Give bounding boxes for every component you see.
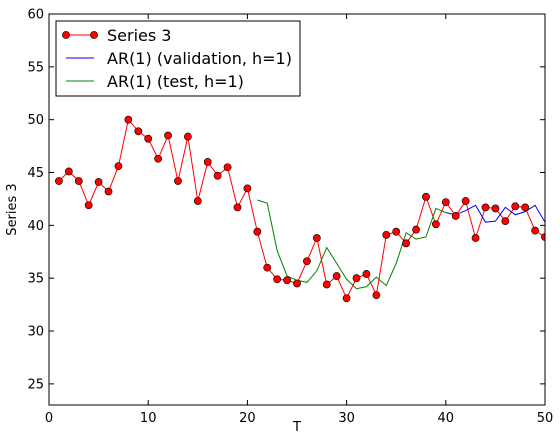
x-tick-label: 0: [45, 411, 53, 426]
legend-entry-label: AR(1) (test, h=1): [107, 72, 244, 91]
plot-area: 0 10 20 30 40 50 25 30 35 40 45 50 55 60: [27, 8, 553, 427]
data-point: [332, 272, 341, 280]
data-point: [183, 132, 192, 141]
legend: Series 3 AR(1) (validation, h=1) AR(1) (te…: [55, 20, 301, 97]
data-point: [471, 234, 480, 242]
series-line-2: [445, 204, 545, 223]
x-tick-label: 10: [140, 411, 157, 426]
data-point: [481, 203, 490, 212]
data-point: [253, 227, 262, 236]
data-point: [382, 230, 391, 239]
data-point: [451, 211, 460, 220]
data-point: [293, 279, 301, 288]
data-point: [392, 227, 401, 236]
data-point: [273, 275, 282, 284]
data-point: [55, 177, 63, 185]
data-point: [461, 197, 470, 205]
data-point: [223, 163, 232, 172]
data-point: [233, 203, 242, 212]
data-point: [531, 226, 539, 235]
x-axis-label: T: [292, 420, 301, 435]
data-point: [144, 134, 153, 143]
data-point: [541, 233, 545, 241]
data-point: [74, 177, 83, 185]
data-point: [243, 184, 252, 193]
y-axis-label: Series 3: [5, 183, 20, 235]
data-point: [511, 202, 520, 211]
series-line-3: [257, 199, 446, 290]
data-point: [322, 280, 331, 289]
x-tick-label: 50: [537, 411, 554, 426]
data-point: [501, 217, 510, 226]
y-tick-label: 40: [27, 219, 44, 234]
y-tick-label: 30: [27, 325, 44, 340]
data-point: [263, 263, 272, 272]
x-tick-label: 40: [438, 411, 455, 426]
series-line-1: [58, 118, 545, 300]
data-point: [64, 167, 73, 176]
data-point: [312, 234, 321, 242]
data-point: [134, 127, 143, 136]
data-point: [94, 178, 103, 186]
data-point: [104, 187, 113, 196]
y-tick-label: 50: [27, 113, 44, 128]
y-tick-label: 60: [27, 8, 44, 23]
data-point: [174, 177, 182, 185]
y-tick-label: 25: [27, 377, 44, 392]
y-tick-label: 35: [27, 272, 44, 287]
data-point: [342, 294, 351, 303]
x-tick-label: 30: [338, 411, 355, 426]
data-point: [303, 257, 311, 266]
plot-frame: [48, 13, 546, 406]
data-point: [362, 270, 371, 278]
data-point: [431, 220, 440, 229]
data-point: [114, 162, 123, 171]
legend-entry-label: Series 3: [107, 26, 171, 45]
legend-entry-label: AR(1) (validation, h=1): [107, 49, 292, 68]
data-point: [193, 197, 202, 205]
data-point: [154, 154, 163, 163]
legend-marker: [90, 31, 98, 39]
data-point: [84, 201, 93, 210]
x-tick-label: 20: [239, 411, 256, 426]
data-point: [203, 158, 212, 166]
data-point: [441, 198, 450, 207]
data-point: [213, 171, 222, 180]
data-point: [164, 131, 172, 140]
data-point: [422, 192, 430, 201]
y-tick-label: 45: [27, 166, 44, 181]
data-point: [124, 115, 133, 124]
data-point: [491, 204, 500, 213]
data-point: [352, 274, 361, 283]
data-point: [412, 225, 420, 234]
y-tick-label: 55: [27, 60, 44, 75]
data-point: [521, 203, 530, 212]
data-point: [283, 276, 291, 285]
data-point: [402, 239, 411, 248]
legend-marker: [62, 31, 70, 39]
data-point: [372, 291, 381, 299]
series-group: [55, 115, 545, 303]
